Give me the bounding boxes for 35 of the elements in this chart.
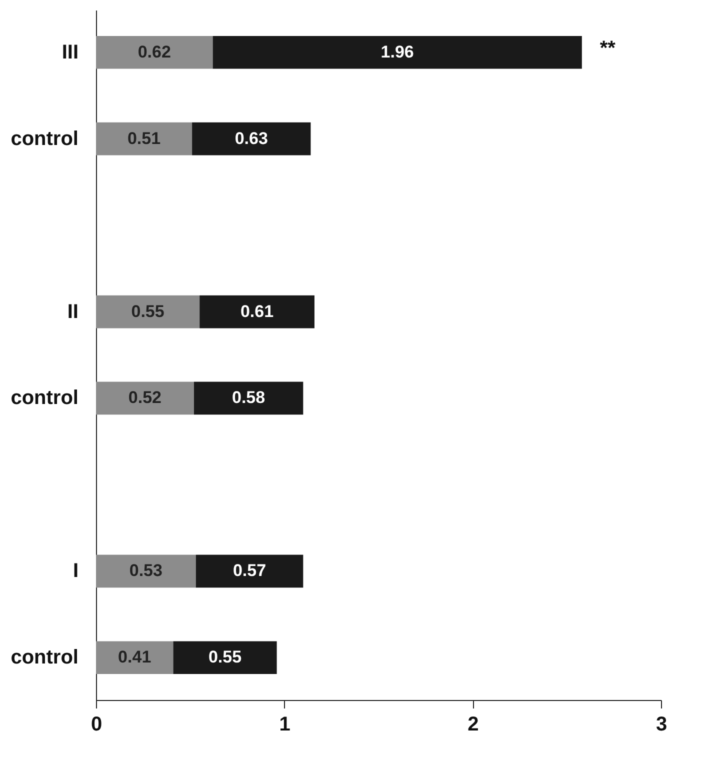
y-tick-label: III [62, 41, 78, 64]
x-tick-label: 1 [279, 714, 290, 736]
bar [212, 36, 582, 69]
data-label: 1.96 [380, 42, 414, 62]
y-tick-label: control [10, 646, 78, 669]
data-label: 0.63 [234, 128, 268, 148]
bar [173, 641, 277, 674]
x-tick-label: 3 [656, 714, 668, 736]
y-tick-label: I [72, 560, 78, 582]
bar [96, 382, 194, 415]
bar [196, 554, 304, 588]
bar [96, 295, 200, 328]
y-tick-label: control [10, 128, 78, 150]
data-label: 0.41 [118, 648, 152, 667]
x-tick-label: 0 [90, 714, 102, 736]
data-label: 0.55 [131, 302, 164, 321]
x-tick-label: 2 [468, 714, 479, 736]
y-tick-label: control [10, 387, 78, 410]
bar [96, 122, 192, 156]
data-label: 0.52 [128, 388, 162, 408]
data-label: 0.58 [232, 388, 266, 408]
data-label: 0.57 [232, 561, 266, 580]
data-label: 0.62 [138, 42, 171, 62]
data-label: 0.55 [208, 648, 242, 667]
bar [192, 122, 311, 156]
annotation: ** [600, 37, 616, 60]
y-tick-label: II [67, 300, 78, 323]
data-label: 0.61 [240, 302, 274, 321]
data-label: 0.51 [127, 128, 161, 148]
bar [194, 382, 304, 415]
bar [96, 641, 174, 674]
data-label: 0.53 [129, 561, 162, 580]
bar [96, 36, 213, 69]
bar [96, 554, 196, 588]
bar [200, 295, 314, 328]
